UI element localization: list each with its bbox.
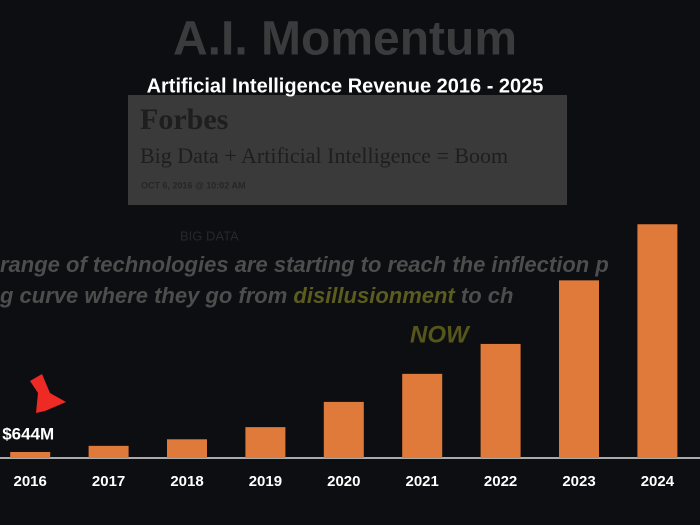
bg-headline: Big Data + Artificial Intelligence = Boo… xyxy=(140,143,508,168)
bar xyxy=(559,280,599,458)
bar xyxy=(480,343,521,458)
bar xyxy=(245,427,286,458)
bar xyxy=(323,401,364,458)
bar xyxy=(402,373,443,458)
x-tick-label: 2024 xyxy=(641,473,675,490)
article-box xyxy=(128,95,567,205)
chart-title: Artificial Intelligence Revenue 2016 - 2… xyxy=(147,75,544,97)
value-label: $644M xyxy=(2,424,54,443)
bg-line-part: disillusionment xyxy=(293,283,456,308)
x-tick-label: 2017 xyxy=(92,473,125,490)
bg-tag: BIG DATA xyxy=(180,228,239,243)
bg-heading: A.I. Momentum xyxy=(173,13,517,66)
arrow xyxy=(30,374,66,413)
x-tick-label: 2019 xyxy=(249,473,282,490)
bar xyxy=(10,451,51,458)
bg-line-part: to ch xyxy=(455,283,514,308)
x-tick-label: 2016 xyxy=(14,473,47,490)
bar xyxy=(637,224,678,458)
x-tick-label: 2022 xyxy=(484,473,517,490)
bg-line: range of technologies are starting to re… xyxy=(0,252,609,277)
bg-now: NOW xyxy=(410,321,471,348)
bg-dateline: OCT 6, 2016 @ 10:02 AM xyxy=(141,180,245,190)
x-tick-label: 2023 xyxy=(562,473,595,490)
bg-publisher: Forbes xyxy=(140,103,228,136)
bg-line-part: g curve where they go from xyxy=(0,283,293,308)
x-tick-label: 2021 xyxy=(406,473,439,490)
bg-line: g curve where they go from disillusionme… xyxy=(0,283,513,308)
x-tick-label: 2020 xyxy=(327,473,360,490)
x-tick-label: 2018 xyxy=(170,473,203,490)
bar xyxy=(88,445,129,458)
bar xyxy=(167,439,207,458)
